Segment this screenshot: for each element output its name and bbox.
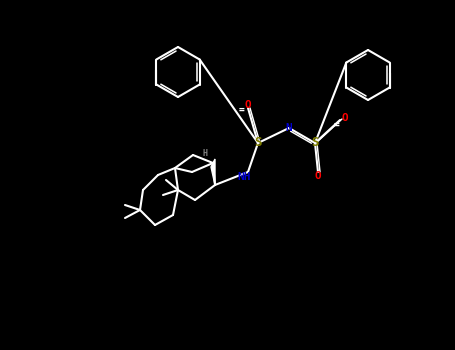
- Text: H: H: [202, 148, 207, 158]
- Text: O: O: [314, 171, 321, 181]
- Text: =: =: [239, 105, 245, 115]
- Polygon shape: [211, 159, 215, 185]
- Text: S: S: [311, 136, 319, 149]
- Text: S: S: [254, 136, 262, 149]
- Text: NH: NH: [237, 172, 251, 182]
- Text: O: O: [245, 100, 251, 110]
- Text: N: N: [286, 123, 293, 133]
- Text: =: =: [334, 120, 340, 130]
- Text: O: O: [342, 113, 349, 123]
